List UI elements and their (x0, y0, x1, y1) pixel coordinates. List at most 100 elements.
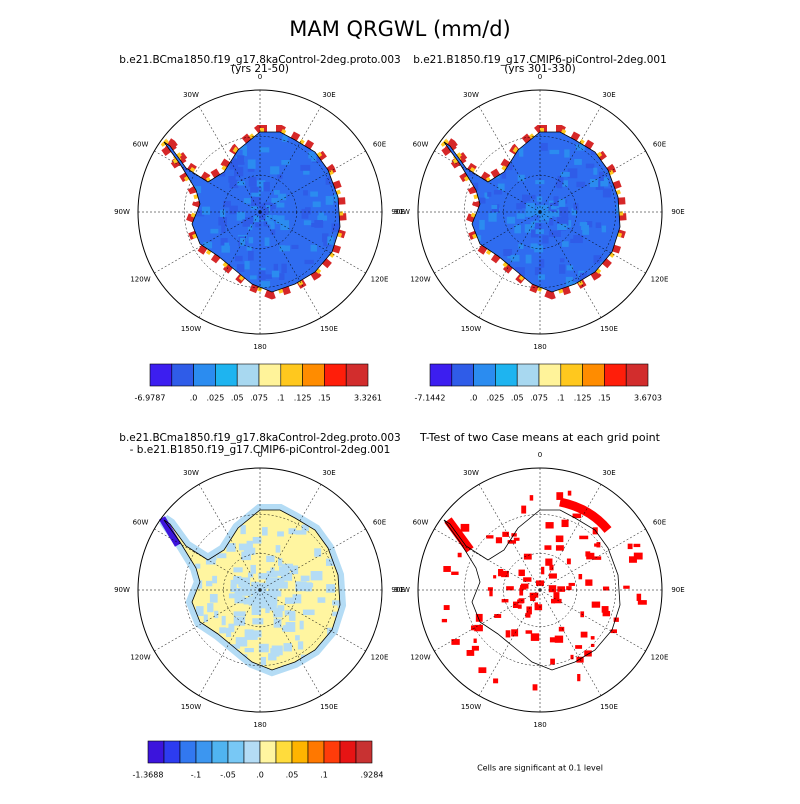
colorbar-label: .0 (190, 394, 198, 403)
meridian-line (198, 106, 261, 213)
coastline (163, 509, 341, 671)
meridian-line (259, 211, 366, 274)
meridian-line (478, 211, 541, 318)
meridian-line (539, 150, 646, 213)
colorbar-label: .0 (470, 394, 478, 403)
colorbar-box (582, 363, 605, 387)
panel-title: (yrs 301-330) (504, 63, 575, 75)
map-panel: b.e21.BCma1850.f19_g17.8kaControl-2deg.p… (114, 432, 405, 780)
colorbar-box (179, 740, 197, 764)
colorbar-label: -1.3688 (133, 771, 164, 780)
longitude-label: 30E (322, 469, 335, 477)
panel-title: b.e21.BCma1850.f19_g17.8kaControl-2deg.p… (119, 54, 400, 66)
meridian-line (539, 484, 602, 591)
longitude-label: 0 (258, 451, 262, 459)
colorbar-box (259, 740, 277, 764)
colorbar-box (215, 363, 238, 387)
colorbar-box (243, 740, 261, 764)
peninsula-cells (158, 516, 182, 547)
colorbar-box (345, 363, 369, 387)
colorbar-label: .1 (320, 771, 328, 780)
longitude-label: 120W (410, 276, 430, 284)
longitude-label: 60W (133, 519, 149, 527)
meridian-line (539, 589, 646, 652)
longitude-label: 150W (181, 703, 201, 711)
meridian-line (154, 589, 261, 652)
meridian-line (259, 150, 366, 213)
colorbar-box (560, 363, 583, 387)
panel-title: T-Test of two Case means at each grid po… (419, 431, 661, 444)
longitude-label: 60E (653, 141, 666, 149)
panel-title: - b.e21.B1850.f19_g17.CMIP6-piControl-2d… (130, 444, 391, 456)
map-panel: b.e21.BCma1850.f19_g17.8kaControl-2deg.p… (114, 54, 405, 403)
colorbar-box (324, 363, 347, 387)
edge-cells (559, 497, 612, 533)
longitude-label: 0 (538, 73, 542, 81)
longitude-label: 30W (183, 469, 199, 477)
latitude-line (184, 514, 336, 666)
longitude-label: 150W (181, 325, 201, 333)
colorbar-label: 3.3261 (354, 394, 382, 403)
colorbar-label: -7.1442 (415, 394, 446, 403)
longitude-label: 90E (671, 586, 684, 594)
meridian-line (539, 211, 602, 318)
meridian-line (434, 150, 541, 213)
longitude-label: 60W (413, 519, 429, 527)
meridian-line (259, 589, 366, 652)
meridian-line (434, 589, 541, 652)
longitude-label: 0 (538, 451, 542, 459)
longitude-label: 120E (651, 276, 669, 284)
coastline (443, 509, 621, 671)
latitude-line (464, 136, 616, 288)
colorbar-label: .05 (231, 394, 244, 403)
longitude-label: 120E (651, 654, 669, 662)
longitude-label: 150E (600, 703, 618, 711)
longitude-label: 30E (322, 91, 335, 99)
colorbar-box (302, 363, 325, 387)
meridian-line (259, 528, 366, 591)
meridian-line (539, 211, 646, 274)
colorbar-label: .125 (574, 394, 592, 403)
meridian-line (434, 528, 541, 591)
colorbar-box (149, 363, 173, 387)
meridian-line (154, 528, 261, 591)
longitude-label: 180 (253, 721, 266, 729)
longitude-label: 30W (463, 91, 479, 99)
colorbar-label: .9284 (361, 771, 384, 780)
longitude-label: 150E (320, 703, 338, 711)
meridian-line (154, 211, 261, 274)
latitude-line (184, 136, 336, 288)
longitude-label: 180 (533, 343, 546, 351)
longitude-label: 90E (391, 586, 404, 594)
colorbar-box (258, 363, 282, 387)
colorbar-box (495, 363, 518, 387)
colorbar-label: .025 (206, 394, 224, 403)
peninsula-cells (444, 517, 474, 553)
longitude-label: 60W (133, 141, 149, 149)
meridian-line (478, 106, 541, 213)
longitude-label: 120E (371, 654, 389, 662)
colorbar-box (291, 740, 309, 764)
longitude-label: 90W (114, 208, 130, 216)
meridian-line (198, 211, 261, 318)
colorbar-label: .075 (530, 394, 548, 403)
colorbar-box (195, 740, 213, 764)
colorbar-box (280, 363, 303, 387)
longitude-label: 150W (461, 325, 481, 333)
colorbar-label: -.1 (191, 771, 202, 780)
coastline (163, 131, 341, 293)
colorbar-label: -6.9787 (135, 394, 166, 403)
meridian-line (478, 484, 541, 591)
longitude-label: 120E (371, 276, 389, 284)
map-boundary (137, 89, 383, 335)
longitude-label: 120W (130, 276, 150, 284)
longitude-label: 120W (410, 654, 430, 662)
longitude-label: 90E (671, 208, 684, 216)
longitude-label: 30W (183, 91, 199, 99)
map-boundary (417, 467, 663, 713)
meridian-line (539, 106, 602, 213)
longitude-label: 180 (253, 343, 266, 351)
longitude-label: 90W (394, 586, 410, 594)
colorbar-box (604, 363, 627, 387)
